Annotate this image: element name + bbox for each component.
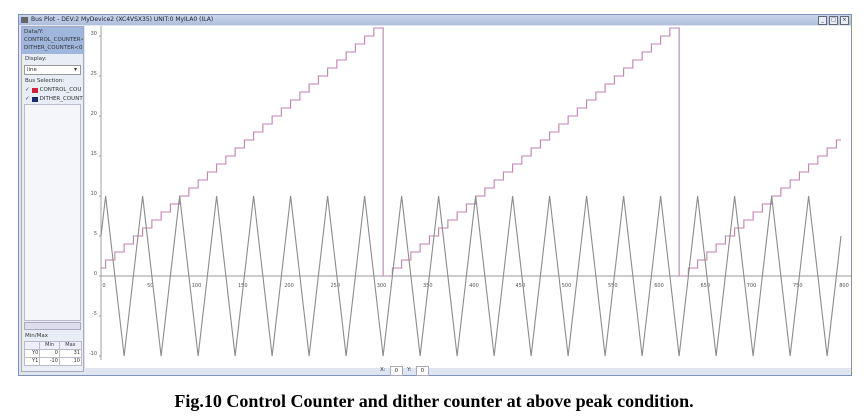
x-tick-label: 50 [147, 283, 153, 289]
x-tick-label: 0 [102, 283, 105, 289]
y-tick-label: 20 [91, 111, 97, 117]
x-tick-label: 300 [377, 283, 387, 289]
display-dropdown[interactable]: line ▾ [24, 65, 81, 75]
color-swatch[interactable] [31, 97, 38, 102]
minmax-label: Min/Max [25, 333, 48, 339]
bus-item-dither[interactable]: ✓ DITHER_COUNT [22, 95, 83, 104]
header: Max [58, 341, 83, 350]
y-tick-label: -10 [89, 351, 97, 357]
minmax-table: Min Max Y0 0 31 Y1 -10 10 [23, 341, 83, 366]
y-tick-label: 5 [94, 231, 97, 237]
y-label: Y: [407, 367, 412, 373]
left-panel: Data/Y: CONTROL_COUNTER<0> DITHER_COUNTE… [21, 26, 84, 372]
selected-signal[interactable]: DITHER_COUNTER<0> [24, 45, 83, 51]
x-tick-label: 400 [469, 283, 479, 289]
cell: Y1 [23, 357, 41, 366]
status-bar: X: 0 Y: 0 [380, 366, 430, 376]
bus-list-area [24, 104, 81, 321]
bus-item-control[interactable]: ✓ CONTROL_COU [22, 86, 83, 95]
close-button[interactable]: × [840, 16, 849, 25]
title-bar: Bus Plot - DEV:2 MyDevice2 (XC4VSX35) UN… [19, 15, 851, 25]
x-tick-label: 100 [192, 283, 202, 289]
x-tick-label: 800 [839, 283, 849, 289]
bus-label: CONTROL_COU [39, 87, 82, 93]
x-tick-label: 700 [747, 283, 757, 289]
color-swatch[interactable] [31, 88, 38, 93]
app-icon [21, 17, 28, 23]
data-label: Data/Y: [24, 29, 44, 35]
cell: -10 [39, 357, 60, 366]
cell: Y0 [23, 349, 41, 358]
chevron-down-icon: ▾ [73, 66, 77, 73]
bus-selection-label: Bus Selection: [25, 78, 65, 84]
checkbox-icon[interactable]: ✓ [25, 87, 30, 93]
cell: 31 [58, 349, 83, 358]
x-tick-label: 250 [330, 283, 340, 289]
plot-area[interactable]: 30 25 20 15 10 5 0 -5 -10 0 50 100 150 200 250 300 350 40… [85, 24, 860, 368]
cell: 10 [58, 357, 83, 366]
display-label: Display: [25, 56, 47, 62]
bus-label: DITHER_COUNT [39, 96, 83, 102]
bus-plot-window: Bus Plot - DEV:2 MyDevice2 (XC4VSX35) UN… [18, 14, 860, 376]
x-tick-label: 500 [562, 283, 572, 289]
restore-button[interactable]: □ [829, 16, 838, 25]
x-tick-label: 450 [515, 283, 525, 289]
x-tick-label: 600 [654, 283, 664, 289]
y-tick-label: -5 [92, 311, 97, 317]
header [23, 341, 41, 350]
x-label: X: [380, 367, 386, 373]
table-row: Y1 -10 10 [23, 357, 83, 366]
y-value: 0 [415, 366, 430, 376]
minimize-button[interactable]: _ [818, 16, 827, 25]
y-tick-label: 30 [91, 31, 97, 37]
y-tick-label: 0 [94, 271, 97, 277]
y-tick-label: 25 [91, 71, 97, 77]
selected-signal[interactable]: CONTROL_COUNTER<0> [24, 37, 83, 43]
table-row: Y0 0 31 [23, 349, 83, 358]
y-tick-label: 10 [91, 191, 97, 197]
figure-caption: Fig.10 Control Counter and dither counte… [174, 391, 694, 411]
series-dither-line [100, 195, 842, 357]
checkbox-icon[interactable]: ✓ [25, 96, 30, 102]
series-control-line [101, 27, 841, 277]
data-selection[interactable]: Data/Y: CONTROL_COUNTER<0> DITHER_COUNTE… [22, 27, 83, 54]
horizontal-scrollbar[interactable] [24, 322, 81, 330]
header: Min [39, 341, 60, 350]
window-title: Bus Plot - DEV:2 MyDevice2 (XC4VSX35) UN… [31, 16, 214, 23]
y-tick-label: 15 [91, 151, 97, 157]
x-value: 0 [389, 366, 404, 376]
x-tick-label: 650 [700, 283, 710, 289]
cell: 0 [39, 349, 60, 358]
display-value: line [27, 67, 37, 73]
x-tick-label: 200 [284, 283, 294, 289]
